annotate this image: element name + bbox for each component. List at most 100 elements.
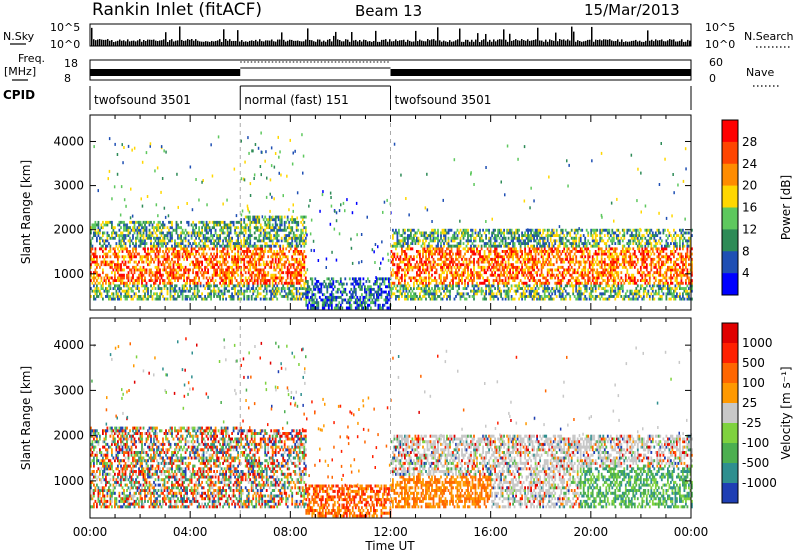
range-cell	[494, 265, 496, 269]
range-cell	[249, 228, 252, 232]
range-cell	[432, 260, 435, 264]
range-cell	[443, 231, 445, 235]
range-cell	[238, 234, 241, 237]
range-cell	[416, 231, 418, 235]
range-cell	[315, 282, 318, 286]
sparse-cell	[274, 152, 277, 155]
range-cell	[362, 277, 365, 281]
nsky-bar	[157, 41, 159, 46]
range-cell	[392, 287, 394, 290]
range-cell	[458, 231, 460, 235]
range-cell	[420, 297, 423, 301]
range-cell	[238, 220, 241, 224]
range-cell	[118, 276, 121, 280]
range-cell	[129, 268, 131, 272]
nsky-bar	[277, 39, 279, 46]
range-cell	[141, 257, 143, 261]
range-cell	[509, 228, 511, 232]
range-cell	[489, 287, 492, 290]
range-cell	[198, 265, 200, 269]
range-cell	[368, 285, 371, 289]
range-cell	[261, 268, 264, 272]
range-cell	[536, 242, 538, 245]
range-cell	[446, 273, 448, 277]
range-cell	[249, 289, 252, 293]
range-cell	[309, 306, 312, 310]
range-cell	[314, 285, 317, 289]
range-cell	[477, 287, 480, 290]
range-cell	[462, 295, 465, 298]
range-cell	[551, 234, 554, 237]
range-cell	[539, 239, 541, 243]
range-cell	[180, 236, 182, 240]
range-cell	[401, 234, 403, 237]
range-cell	[169, 239, 172, 243]
range-cell	[524, 257, 526, 261]
range-cell	[244, 228, 247, 232]
range-cell	[446, 263, 448, 267]
range-cell	[407, 271, 409, 275]
range-cell	[452, 284, 454, 288]
range-cell	[516, 236, 519, 240]
range-cell	[267, 218, 270, 222]
nsky-bar	[413, 41, 415, 46]
range-cell	[398, 289, 400, 293]
range-cell	[453, 231, 456, 235]
range-cell	[165, 268, 167, 272]
range-cell	[359, 303, 362, 307]
range-cell	[288, 223, 291, 227]
range-cell	[329, 282, 332, 286]
nsky-bar	[285, 41, 287, 46]
range-cell	[447, 257, 450, 261]
range-cell	[105, 295, 107, 298]
range-cell	[232, 242, 235, 245]
range-cell	[265, 260, 268, 264]
range-cell	[323, 301, 326, 305]
range-cell	[252, 218, 255, 222]
range-cell	[506, 255, 508, 259]
sparse-cell	[379, 267, 381, 271]
range-cell	[132, 226, 134, 230]
range-cell	[519, 239, 522, 243]
range-cell	[208, 292, 211, 296]
range-cell	[252, 265, 255, 269]
range-cell	[540, 284, 543, 288]
range-cell	[353, 285, 356, 289]
range-cell	[228, 239, 230, 243]
range-cell	[184, 295, 187, 298]
range-cell	[210, 252, 212, 256]
range-cell	[253, 265, 256, 269]
range-cell	[268, 250, 271, 253]
range-cell	[265, 244, 268, 248]
range-cell	[283, 252, 286, 256]
range-cell	[425, 287, 427, 290]
range-cell	[551, 250, 554, 253]
range-cell	[121, 220, 124, 224]
range-cell	[295, 292, 298, 296]
range-cell	[154, 292, 157, 296]
range-cell	[280, 220, 283, 224]
nsky-bar	[519, 40, 521, 46]
range-cell	[133, 255, 136, 259]
range-cell	[222, 273, 224, 277]
range-cell	[548, 247, 551, 251]
range-cell	[220, 276, 223, 280]
range-cell	[129, 287, 131, 290]
range-cell	[222, 247, 224, 251]
range-cell	[216, 260, 218, 264]
range-cell	[138, 223, 140, 227]
range-cell	[298, 236, 301, 240]
range-cell	[459, 236, 462, 240]
range-cell	[181, 287, 184, 290]
range-cell	[524, 295, 526, 298]
sparse-cell	[160, 190, 162, 194]
range-cell	[465, 250, 468, 253]
nsky-bar	[501, 39, 503, 46]
nsky-bar	[207, 41, 209, 46]
sparse-cell	[269, 192, 271, 196]
range-cell	[330, 298, 333, 302]
range-cell	[467, 236, 469, 240]
range-cell	[205, 284, 208, 288]
range-cell	[518, 257, 520, 261]
range-cell	[175, 226, 178, 230]
